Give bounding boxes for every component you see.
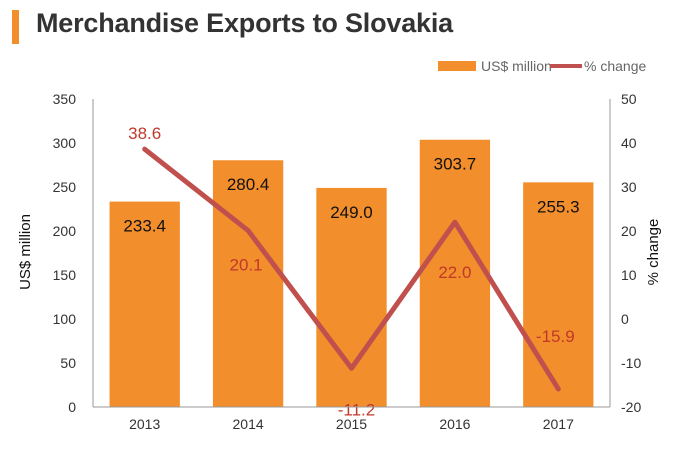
- y2-tick-label: 0: [621, 311, 629, 327]
- x-tick-label: 2015: [336, 416, 367, 432]
- pct-value-label-2014: 20.1: [230, 256, 263, 275]
- pct-point-2013: [143, 147, 147, 151]
- x-tick-label: 2014: [233, 416, 264, 432]
- y2-tick-label: 40: [621, 135, 637, 151]
- y2-tick-label: -10: [621, 355, 641, 371]
- bar-2017: [523, 182, 594, 407]
- x-tick-label: 2017: [543, 416, 574, 432]
- bar-value-label-2014: 280.4: [227, 175, 270, 194]
- y-tick-label: 150: [53, 267, 77, 283]
- pct-value-label-2016: 22.0: [438, 263, 471, 282]
- bar-2013: [109, 201, 180, 407]
- y2-tick-label: -20: [621, 399, 641, 415]
- bar-2016: [419, 139, 491, 407]
- legend-bar-swatch: [438, 61, 476, 71]
- y2-axis-title: % change: [645, 219, 662, 286]
- legend: US$ million % change: [438, 58, 646, 74]
- pct-point-2017: [556, 387, 560, 391]
- legend-line-label: % change: [584, 58, 646, 74]
- bar-2014: [212, 160, 284, 407]
- pct-point-2016: [453, 220, 457, 224]
- y-axis-title: US$ million: [17, 214, 34, 290]
- title-accent-bar: [12, 10, 19, 44]
- chart-title: Merchandise Exports to Slovakia: [36, 8, 453, 38]
- bar-value-label-2013: 233.4: [123, 217, 166, 236]
- y-tick-label: 350: [53, 91, 77, 107]
- y-tick-label: 0: [68, 399, 76, 415]
- y2-tick-label: 20: [621, 223, 637, 239]
- y2-tick-label: 30: [621, 179, 637, 195]
- y-tick-label: 300: [53, 135, 77, 151]
- y-tick-label: 200: [53, 223, 77, 239]
- y2-tick-label: 10: [621, 267, 637, 283]
- pct-value-label-2015: -11.2: [338, 400, 376, 419]
- x-tick-label: 2016: [439, 416, 470, 432]
- pct-value-label-2017: -15.9: [536, 327, 575, 346]
- y-tick-label: 100: [53, 311, 77, 327]
- pct-value-label-2013: 38.6: [128, 124, 161, 143]
- pct-point-2014: [246, 229, 250, 233]
- bar-value-label-2017: 255.3: [537, 197, 580, 216]
- y-tick-label: 250: [53, 179, 77, 195]
- pct-point-2015: [350, 366, 353, 370]
- bar-value-label-2015: 249.0: [330, 203, 373, 222]
- y2-tick-label: 50: [621, 91, 637, 107]
- y-tick-label: 50: [60, 355, 76, 371]
- x-tick-label: 2013: [129, 416, 160, 432]
- bar-value-label-2016: 303.7: [434, 155, 477, 174]
- legend-bar-label: US$ million: [481, 58, 552, 74]
